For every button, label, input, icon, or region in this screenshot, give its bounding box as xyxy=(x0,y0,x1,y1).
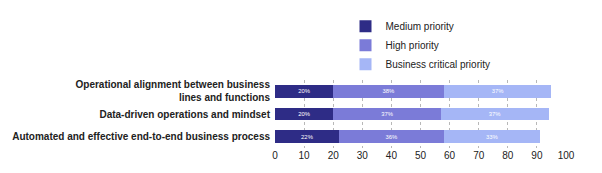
svg-text:30: 30 xyxy=(357,150,369,161)
svg-text:36%: 36% xyxy=(385,134,398,140)
svg-text:60: 60 xyxy=(444,150,456,161)
svg-text:100: 100 xyxy=(558,150,575,161)
svg-text:Operational alignment between: Operational alignment between businessli… xyxy=(76,79,271,103)
svg-text:20%: 20% xyxy=(298,111,310,117)
svg-text:37%: 37% xyxy=(492,88,505,94)
svg-text:38%: 38% xyxy=(383,88,396,94)
svg-text:High priority: High priority xyxy=(386,40,439,51)
svg-text:Medium priority: Medium priority xyxy=(386,21,454,32)
svg-text:22%: 22% xyxy=(301,134,314,140)
svg-text:0: 0 xyxy=(272,150,278,161)
svg-text:Automated and effective end-to: Automated and effective end-to-end busin… xyxy=(12,131,270,142)
svg-text:10: 10 xyxy=(299,150,311,161)
svg-text:80: 80 xyxy=(502,150,514,161)
svg-text:40: 40 xyxy=(386,150,398,161)
svg-text:90: 90 xyxy=(531,150,543,161)
svg-text:37%: 37% xyxy=(489,111,501,117)
svg-text:37%: 37% xyxy=(381,111,393,117)
svg-text:20: 20 xyxy=(328,150,340,161)
svg-text:Business critical priority: Business critical priority xyxy=(386,59,490,70)
svg-text:Data-driven operations and min: Data-driven operations and mindset xyxy=(99,109,270,120)
svg-text:33%: 33% xyxy=(486,134,499,140)
svg-text:50: 50 xyxy=(415,150,427,161)
svg-text:20%: 20% xyxy=(298,88,311,94)
svg-text:70: 70 xyxy=(473,150,485,161)
